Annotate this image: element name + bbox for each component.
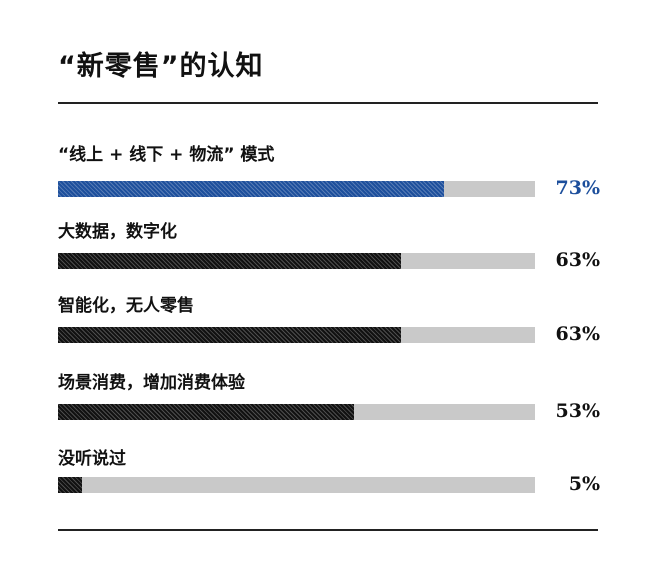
bar-label: 没听说过: [58, 449, 126, 469]
bar-label: “线上 + 线下 + 物流” 模式: [58, 145, 275, 165]
value-label: 73%: [555, 177, 601, 199]
bar-track: [58, 404, 535, 420]
bar-label: 大数据，数字化: [58, 222, 177, 242]
bar-track: [58, 181, 535, 197]
bar-label: 场景消费，增加消费体验: [58, 373, 245, 393]
bar: [58, 404, 354, 420]
bar-track: [58, 327, 535, 343]
bar-label: 智能化，无人零售: [58, 296, 194, 316]
chart-title: “新零售”的认知: [58, 51, 264, 82]
bar: [58, 253, 402, 269]
top-divider: [58, 102, 598, 104]
bar: [58, 477, 82, 493]
bottom-divider: [58, 529, 598, 531]
bar: [58, 327, 402, 343]
value-label: 5%: [568, 473, 600, 495]
bar-track: [58, 477, 535, 493]
bar-track: [58, 253, 535, 269]
value-label: 63%: [555, 323, 601, 345]
bar: [58, 181, 445, 197]
value-label: 53%: [555, 400, 601, 422]
value-label: 63%: [555, 249, 601, 271]
